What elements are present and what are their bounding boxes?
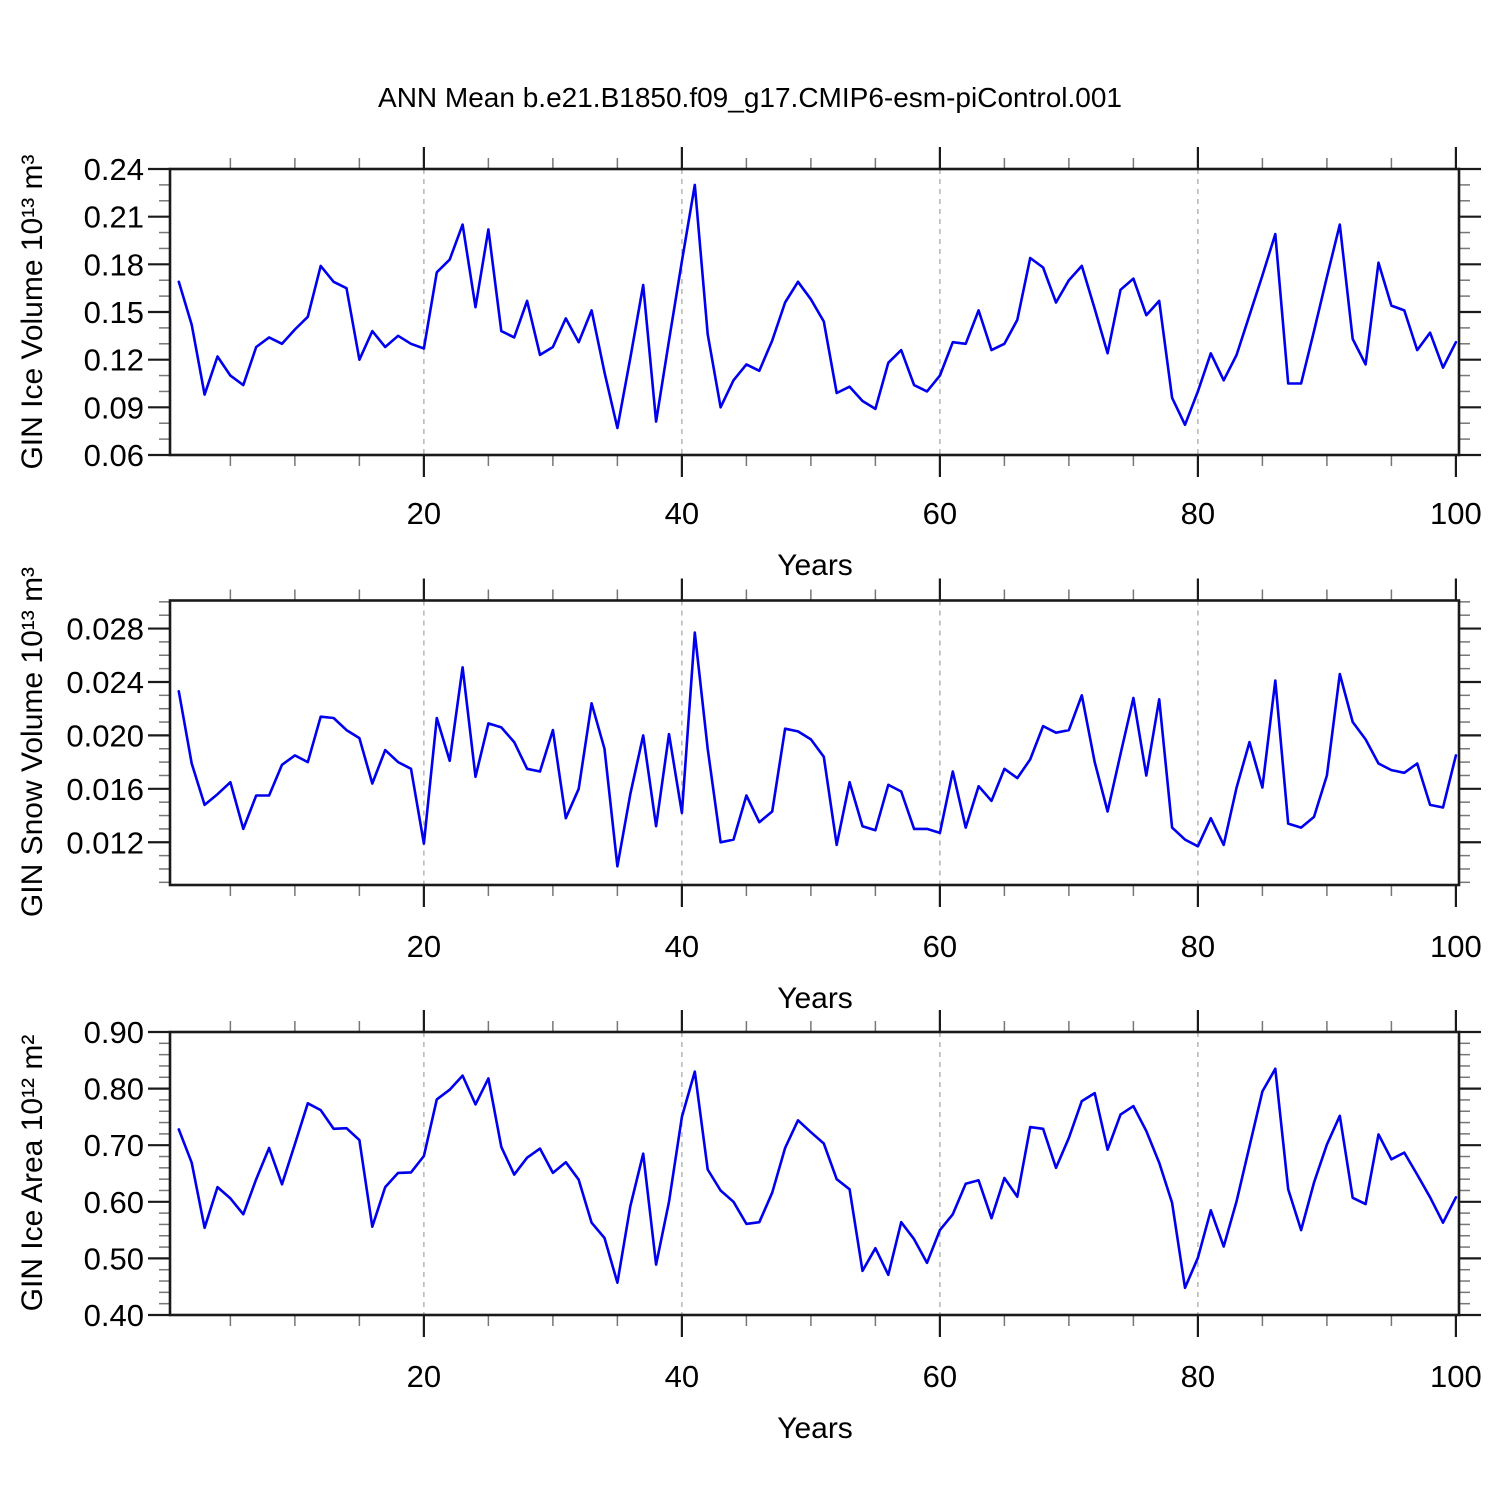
panel-gin-snow-volume: 20 40 60 80 100 0.012 0.016 0.020 0.024 0.028 — [66, 578, 1482, 964]
x-axis-title-panel-3: Years — [777, 1412, 853, 1445]
y-tick-label: 0.80 — [84, 1072, 144, 1107]
x-tick-label: 20 — [407, 1359, 441, 1394]
gin-ice-volume-ticks — [148, 147, 1481, 477]
gin-snow-volume-gridlines — [423, 600, 1199, 885]
gin-snow-volume-plot-border — [168, 599, 1461, 887]
y-tick-label: 0.15 — [84, 295, 144, 330]
y-tick-label: 0.020 — [66, 718, 144, 753]
x-tick-label: 40 — [665, 1359, 699, 1394]
y-tick-label: 0.024 — [66, 665, 144, 700]
x-tick-label: 20 — [407, 496, 441, 531]
figure-title: ANN Mean b.e21.B1850.f09_g17.CMIP6-esm-p… — [378, 82, 1122, 113]
y-tick-label: 0.70 — [84, 1128, 144, 1163]
y-tick-label: 0.90 — [84, 1015, 144, 1050]
y-tick-label: 0.012 — [66, 825, 144, 860]
y-tick-label: 0.06 — [84, 438, 144, 473]
gin-ice-area-plot-border — [168, 1030, 1461, 1317]
gin-snow-volume-line — [177, 631, 1458, 868]
x-tick-label: 100 — [1430, 929, 1482, 964]
x-tick-label: 80 — [1181, 929, 1215, 964]
y-tick-label: 0.50 — [84, 1241, 144, 1276]
gin-snow-volume-ticks — [148, 578, 1481, 907]
gin-ice-area-ticks — [148, 1010, 1481, 1337]
y-tick-label: 0.40 — [84, 1298, 144, 1333]
x-tick-label: 80 — [1181, 496, 1215, 531]
x-tick-label: 60 — [923, 929, 957, 964]
y-tick-label: 0.24 — [84, 152, 144, 187]
gin-ice-volume-line — [177, 183, 1458, 430]
x-tick-label: 100 — [1430, 1359, 1482, 1394]
y-axis-title-ice-area: GIN Ice Area 10¹² m² — [16, 1034, 49, 1312]
y-tick-label: 0.09 — [84, 390, 144, 425]
gin-ice-volume-plot-border — [168, 167, 1461, 457]
gin-ice-area-gridlines — [423, 1032, 1199, 1315]
y-tick-label: 0.18 — [84, 247, 144, 282]
x-tick-label: 20 — [407, 929, 441, 964]
y-tick-label: 0.028 — [66, 612, 144, 647]
gin-ice-area-line — [177, 1067, 1458, 1290]
panel-gin-ice-area: 20 40 60 80 100 0.40 0.50 0.60 0.70 0.80 0.90 — [84, 1010, 1482, 1394]
x-tick-label: 40 — [665, 496, 699, 531]
gin-ice-area-tick-labels: 20 40 60 80 100 0.40 0.50 0.60 0.70 0.80 0.90 — [84, 1015, 1482, 1394]
y-tick-label: 0.21 — [84, 200, 144, 235]
y-tick-label: 0.12 — [84, 343, 144, 378]
x-axis-title-panel-2: Years — [777, 982, 853, 1015]
x-tick-label: 80 — [1181, 1359, 1215, 1394]
x-tick-label: 60 — [923, 1359, 957, 1394]
gin-snow-volume-tick-labels: 20 40 60 80 100 0.012 0.016 0.020 0.024 0.028 — [66, 612, 1481, 964]
x-tick-label: 60 — [923, 496, 957, 531]
gin-ice-volume-gridlines — [423, 169, 1199, 455]
panel-gin-ice-volume: 20 40 60 80 100 0.06 0.09 0.12 0.15 0.18 0.21 0.24 — [84, 147, 1482, 531]
gin-ice-volume-tick-labels: 20 40 60 80 100 0.06 0.09 0.12 0.15 0.18 0.21 0.24 — [84, 152, 1482, 531]
y-axis-title-ice-volume: GIN Ice Volume 10¹³ m³ — [16, 154, 49, 470]
x-axis-title-panel-1: Years — [777, 549, 853, 582]
y-tick-label: 0.016 — [66, 772, 144, 807]
x-tick-label: 40 — [665, 929, 699, 964]
y-tick-label: 0.60 — [84, 1185, 144, 1220]
x-tick-label: 100 — [1430, 496, 1482, 531]
y-axis-title-snow-volume: GIN Snow Volume 10¹³ m³ — [16, 566, 49, 918]
